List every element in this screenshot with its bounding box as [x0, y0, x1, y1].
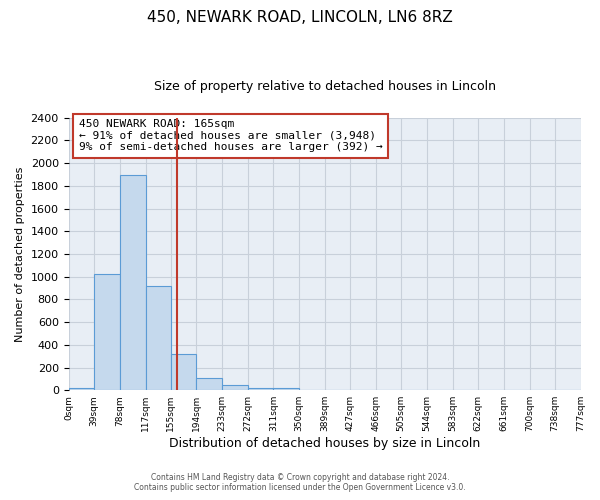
Text: Contains HM Land Registry data © Crown copyright and database right 2024.
Contai: Contains HM Land Registry data © Crown c…: [134, 473, 466, 492]
Bar: [120, 174, 146, 390]
Bar: [146, 286, 170, 390]
Text: 450 NEWARK ROAD: 165sqm
← 91% of detached houses are smaller (3,948)
9% of semi-: 450 NEWARK ROAD: 165sqm ← 91% of detache…: [79, 119, 383, 152]
Bar: [94, 274, 120, 390]
Bar: [222, 384, 248, 390]
X-axis label: Distribution of detached houses by size in Lincoln: Distribution of detached houses by size …: [169, 437, 480, 450]
Text: 450, NEWARK ROAD, LINCOLN, LN6 8RZ: 450, NEWARK ROAD, LINCOLN, LN6 8RZ: [147, 10, 453, 25]
Bar: [196, 378, 222, 390]
Bar: [68, 388, 94, 390]
Title: Size of property relative to detached houses in Lincoln: Size of property relative to detached ho…: [154, 80, 496, 93]
Bar: [274, 388, 299, 390]
Bar: [248, 388, 274, 390]
Bar: [170, 354, 196, 390]
Y-axis label: Number of detached properties: Number of detached properties: [15, 166, 25, 342]
